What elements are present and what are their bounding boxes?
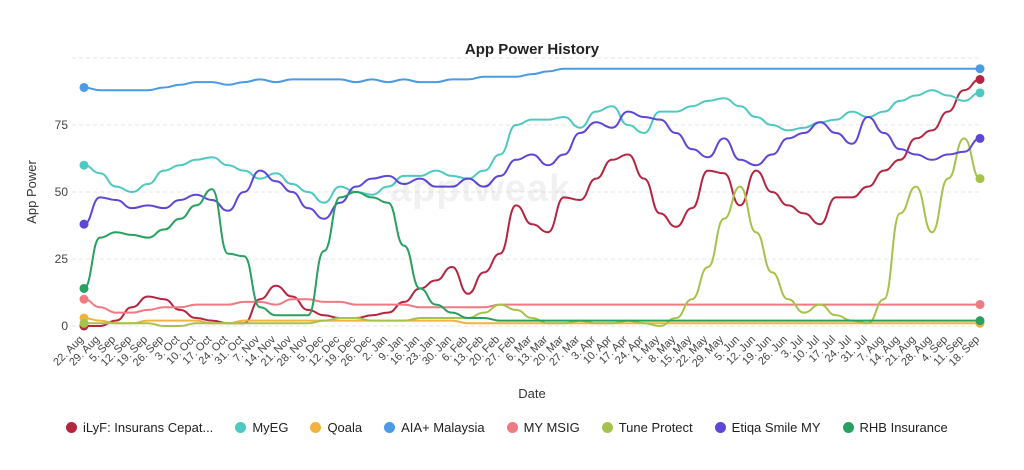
- series-start-point-7: [79, 283, 89, 293]
- legend-dot-icon: [601, 421, 613, 433]
- legend-dot-icon: [842, 421, 854, 433]
- y-tick-label: 0: [61, 319, 68, 333]
- legend: iLyF: Insurans Cepat... MyEG Qoala AIA+ Mal…: [66, 414, 966, 440]
- legend-label: Qoala: [327, 419, 363, 435]
- series-line-4: [83, 298, 981, 314]
- y-tick-label: 25: [55, 252, 69, 266]
- legend-item[interactable]: AIA+ Malaysia: [384, 419, 485, 435]
- legend-label: AIA+ Malaysia: [401, 419, 485, 435]
- legend-item[interactable]: MY MSIG: [506, 419, 580, 435]
- series-start-point-3: [79, 82, 89, 92]
- legend-dot-icon: [310, 421, 322, 433]
- legend-label: Etiqa Smile MY: [731, 419, 821, 435]
- series-line-7: [83, 188, 981, 322]
- y-tick-label: 50: [55, 185, 69, 199]
- legend-dot-icon: [714, 421, 726, 433]
- legend-item[interactable]: Etiqa Smile MY: [714, 419, 821, 435]
- series-end-point-5: [975, 174, 985, 184]
- legend-label: MyEG: [252, 419, 289, 435]
- chart-title: App Power History: [465, 41, 600, 58]
- y-axis-label: App Power: [24, 160, 39, 224]
- series-end-point-7: [975, 316, 985, 326]
- series-start-point-6: [79, 219, 89, 229]
- series-end-point-4: [975, 300, 985, 310]
- legend-item[interactable]: Tune Protect: [601, 419, 693, 435]
- series-start-point-5: [79, 318, 89, 328]
- series-end-point-1: [975, 88, 985, 98]
- legend-item[interactable]: RHB Insurance: [842, 419, 948, 435]
- x-axis-label: Date: [518, 386, 545, 400]
- series-line-3: [83, 67, 981, 92]
- y-tick-label: 75: [55, 118, 69, 132]
- series-line-5: [83, 137, 981, 327]
- series-line-6: [83, 110, 981, 226]
- series-start-point-1: [79, 160, 89, 170]
- legend-label: MY MSIG: [523, 419, 580, 435]
- legend-label: RHB Insurance: [859, 419, 948, 435]
- legend-dot-icon: [235, 421, 247, 433]
- legend-label: Tune Protect: [618, 419, 693, 435]
- series-end-point-3: [975, 64, 985, 74]
- watermark: apptweak: [390, 168, 572, 210]
- series-start-point-4: [79, 294, 89, 304]
- series-end-point-0: [975, 74, 985, 84]
- chart-container: App Power History 0 25 50 75 App Power 22. Aug…: [24, 41, 985, 400]
- legend-item[interactable]: iLyF: Insurans Cepat...: [66, 420, 213, 435]
- legend-dot-icon: [506, 421, 518, 433]
- legend-item[interactable]: MyEG: [235, 420, 288, 435]
- legend-item[interactable]: Qoala: [310, 420, 362, 435]
- legend-label: iLyF: Insurans Cepat...: [83, 419, 214, 435]
- legend-dot-icon: [66, 421, 77, 433]
- series-end-point-6: [975, 133, 985, 143]
- legend-dot-icon: [384, 421, 396, 433]
- series-line-1: [83, 89, 981, 204]
